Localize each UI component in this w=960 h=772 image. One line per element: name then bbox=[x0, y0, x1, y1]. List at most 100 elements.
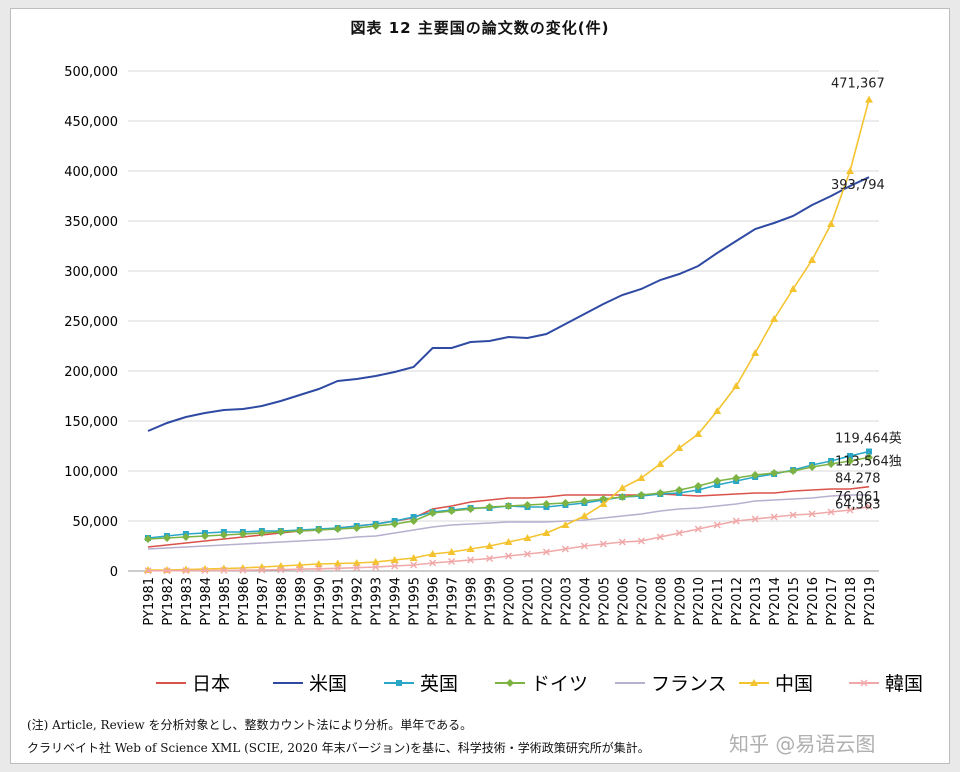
data-point bbox=[847, 453, 854, 459]
data-point bbox=[866, 448, 872, 455]
x-tick-label: PY2011 bbox=[711, 577, 726, 626]
x-tick-label: PY1987 bbox=[256, 577, 271, 626]
data-point bbox=[504, 538, 513, 545]
x-tick-label: PY2019 bbox=[863, 577, 878, 626]
data-point bbox=[447, 507, 456, 515]
data-point bbox=[808, 256, 817, 263]
data-point bbox=[390, 520, 399, 528]
series-日本 bbox=[147, 485, 870, 548]
data-point bbox=[219, 531, 228, 539]
data-point bbox=[182, 567, 190, 575]
data-point bbox=[808, 510, 816, 518]
x-tick-label: PY2003 bbox=[559, 577, 574, 626]
footnote-line-2: クラリベイト社 Web of Science XML (SCIE, 2020 年… bbox=[27, 741, 650, 755]
data-point bbox=[675, 486, 684, 494]
annotation-label: 393,794 bbox=[831, 178, 885, 193]
data-point bbox=[409, 554, 418, 561]
data-point bbox=[220, 566, 228, 574]
data-point bbox=[580, 512, 589, 519]
legend-label: 英国 bbox=[420, 673, 458, 695]
data-point bbox=[410, 561, 418, 569]
data-point bbox=[789, 511, 797, 519]
data-point bbox=[314, 560, 323, 567]
legend-item-中国: 中国 bbox=[739, 673, 813, 695]
data-point bbox=[713, 407, 722, 414]
legend-label: 韓国 bbox=[885, 673, 923, 695]
data-point bbox=[827, 508, 835, 516]
legend-label: 日本 bbox=[192, 673, 230, 695]
data-point bbox=[144, 567, 152, 575]
x-tick-label: PY2000 bbox=[503, 577, 518, 626]
data-point bbox=[846, 167, 855, 174]
data-point bbox=[371, 522, 380, 530]
data-point bbox=[372, 563, 380, 571]
data-point bbox=[485, 542, 494, 549]
data-point bbox=[599, 500, 608, 507]
data-point bbox=[675, 529, 683, 537]
x-tick-label: PY1996 bbox=[427, 577, 442, 626]
x-tick-label: PY1989 bbox=[294, 577, 309, 626]
x-tick-label: PY1990 bbox=[313, 577, 328, 626]
y-tick-label: 400,000 bbox=[64, 165, 118, 180]
data-point bbox=[277, 566, 285, 574]
data-point bbox=[789, 285, 798, 292]
data-point bbox=[315, 565, 323, 573]
data-point bbox=[751, 471, 760, 479]
data-point bbox=[846, 457, 855, 465]
annotation-label: 113,564独 bbox=[835, 454, 902, 469]
y-tick-label: 300,000 bbox=[64, 265, 118, 280]
data-point bbox=[750, 679, 758, 686]
x-tick-label: PY2015 bbox=[787, 577, 802, 626]
y-tick-label: 0 bbox=[110, 565, 118, 580]
data-point bbox=[371, 558, 380, 565]
data-point bbox=[181, 533, 190, 541]
series-line bbox=[147, 494, 870, 550]
data-point bbox=[390, 556, 399, 563]
data-point bbox=[542, 500, 551, 508]
series-lines bbox=[144, 95, 873, 575]
series-line bbox=[147, 176, 870, 432]
data-point bbox=[201, 567, 209, 574]
data-point bbox=[352, 559, 361, 566]
data-point bbox=[239, 566, 247, 574]
x-tick-label: PY2002 bbox=[540, 577, 555, 626]
data-point bbox=[466, 545, 475, 552]
data-point bbox=[846, 506, 854, 514]
data-point bbox=[694, 482, 703, 490]
data-point bbox=[428, 509, 437, 517]
data-point bbox=[200, 532, 209, 540]
data-point bbox=[333, 525, 342, 533]
series-line bbox=[147, 450, 870, 539]
watermark-text: 知乎 @易语云图 bbox=[729, 732, 876, 756]
data-point bbox=[542, 529, 551, 536]
data-point bbox=[694, 525, 702, 533]
x-tick-label: PY2010 bbox=[692, 577, 707, 626]
data-point bbox=[353, 564, 361, 572]
data-point bbox=[713, 477, 722, 485]
data-point bbox=[561, 499, 570, 507]
data-point bbox=[448, 558, 456, 565]
data-point bbox=[428, 550, 437, 557]
x-tick-label: PY2004 bbox=[578, 577, 593, 626]
data-point bbox=[637, 537, 645, 545]
legend-item-英国: 英国 bbox=[384, 673, 458, 695]
x-tick-label: PY2005 bbox=[597, 577, 612, 626]
y-tick-label: 250,000 bbox=[64, 315, 118, 330]
annotation-label: 119,464英 bbox=[835, 432, 902, 447]
x-axis-ticks: PY1981 PY1982 PY1983 PY1984 PY1985 PY1986 PY19… bbox=[142, 577, 878, 626]
legend-label: フランス bbox=[651, 673, 727, 695]
data-point bbox=[751, 349, 760, 356]
data-point bbox=[561, 545, 569, 553]
data-point bbox=[656, 489, 665, 497]
series-米国 bbox=[147, 176, 870, 432]
series-フランス bbox=[147, 494, 870, 550]
data-point bbox=[504, 502, 513, 510]
x-tick-label: PY1991 bbox=[332, 577, 347, 626]
data-point bbox=[751, 515, 759, 523]
data-point bbox=[486, 555, 494, 562]
data-point bbox=[238, 564, 247, 571]
chart-title: 図表 12 主要国の論文数の変化(件) bbox=[350, 19, 610, 37]
x-tick-label: PY1984 bbox=[199, 577, 214, 626]
data-point bbox=[314, 526, 323, 534]
data-point bbox=[656, 460, 665, 467]
